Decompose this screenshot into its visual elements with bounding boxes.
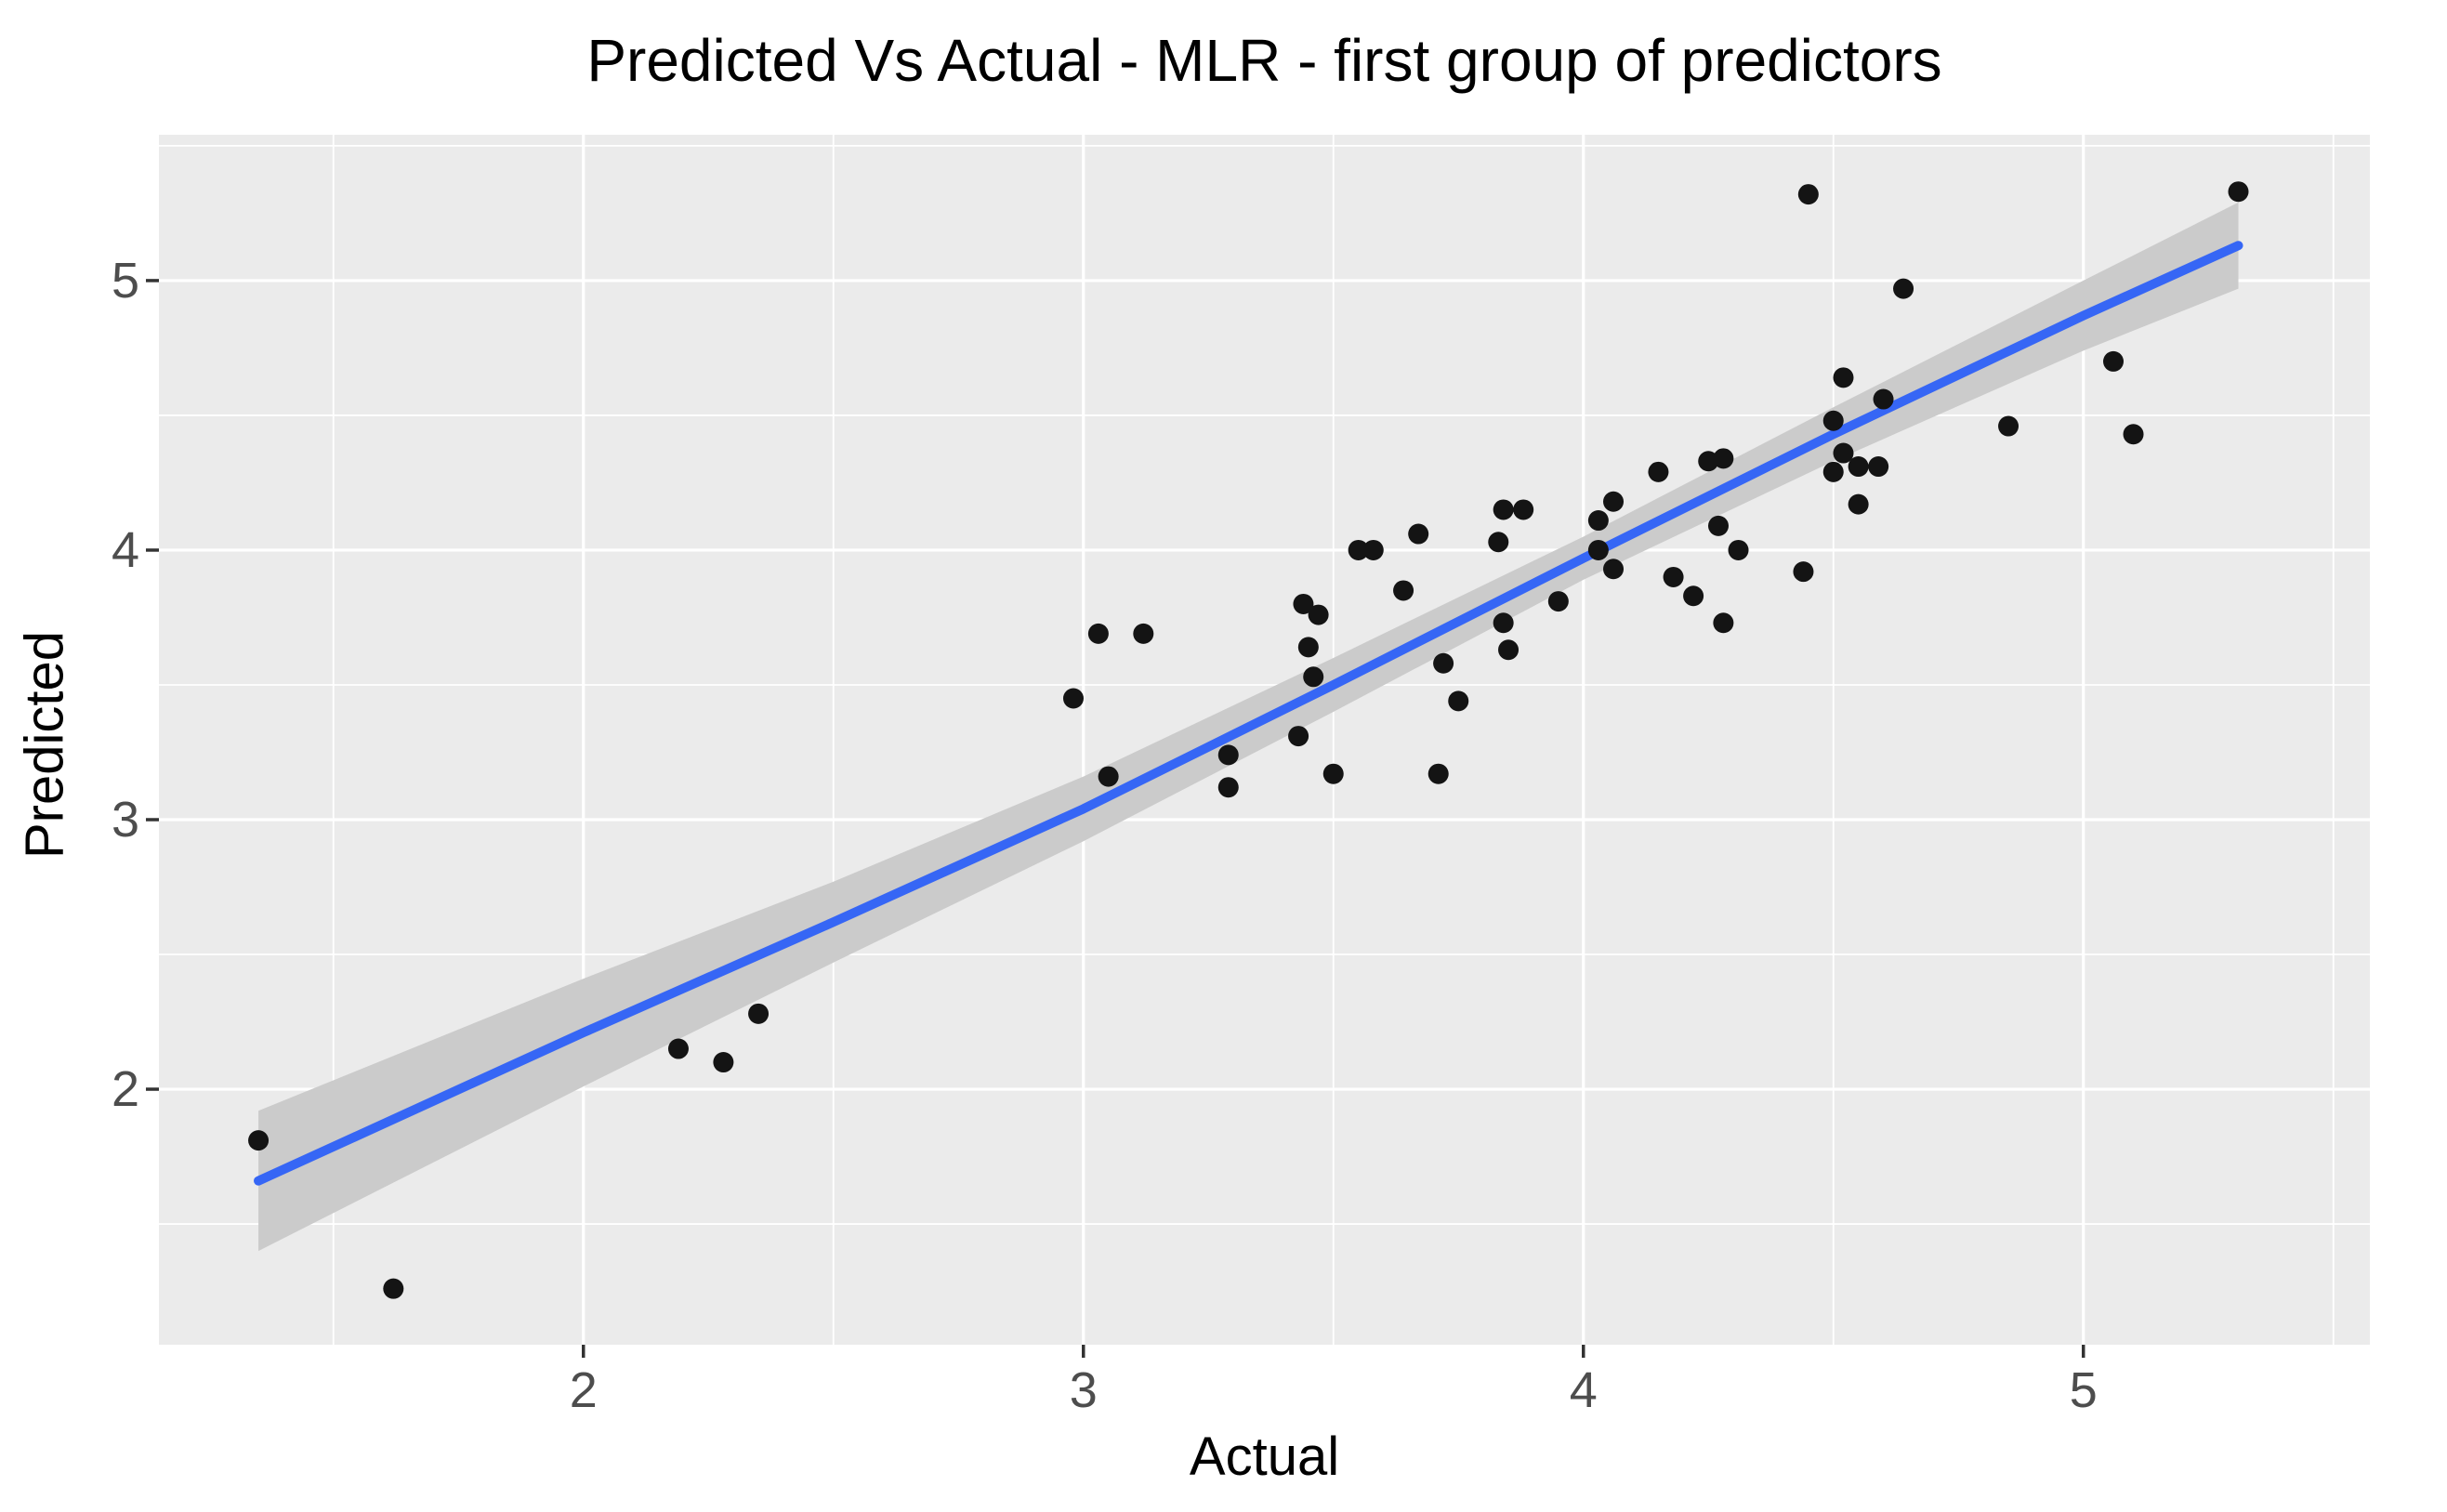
data-point (1408, 523, 1429, 545)
data-point (1822, 410, 1844, 431)
data-point (1427, 763, 1449, 784)
data-point (1493, 499, 1514, 520)
data-point (1603, 559, 1625, 580)
data-point (1217, 777, 1239, 798)
data-point (1393, 580, 1414, 601)
data-point (1797, 184, 1819, 205)
regression-line (254, 241, 2243, 1186)
data-point (1793, 561, 1814, 583)
data-point (1587, 539, 1609, 560)
x-tick-label: 5 (2069, 1362, 2098, 1418)
data-point (1293, 593, 1314, 614)
y-tick-label: 3 (111, 791, 139, 848)
x-tick-label: 3 (1069, 1362, 1098, 1418)
data-point (1848, 456, 1869, 478)
data-point (1998, 415, 2019, 437)
data-point (1362, 539, 1384, 560)
data-point (1603, 491, 1625, 512)
data-point (1893, 278, 1914, 299)
y-tick-label: 2 (111, 1061, 139, 1118)
data-point (1288, 726, 1309, 747)
data-point (1493, 612, 1514, 634)
data-point (1707, 515, 1729, 536)
data-point (748, 1003, 770, 1024)
data-point (2123, 424, 2144, 445)
data-point (1833, 442, 1854, 464)
data-point (1348, 539, 1369, 560)
data-point (1433, 652, 1454, 674)
data-point (1587, 510, 1609, 532)
data-point (1663, 566, 1684, 587)
data-point (1873, 388, 1894, 410)
data-point (1303, 666, 1324, 688)
data-point (1133, 623, 1154, 644)
data-point (1217, 744, 1239, 766)
x-axis-title: Actual (1189, 1427, 1340, 1487)
data-point (713, 1052, 734, 1073)
data-point (1868, 456, 1889, 478)
data-point (1062, 688, 1084, 709)
data-point (1498, 639, 1520, 661)
data-point (1308, 604, 1329, 625)
data-point (1728, 539, 1749, 560)
data-point (1087, 623, 1109, 644)
data-point (1547, 591, 1569, 612)
data-point (1848, 493, 1869, 515)
data-point (2228, 181, 2249, 203)
data-point (1648, 461, 1669, 482)
data-point (1448, 690, 1469, 712)
data-point (1713, 612, 1734, 634)
x-tick-label: 4 (1569, 1362, 1598, 1418)
data-point (1683, 585, 1704, 607)
data-point (667, 1038, 689, 1059)
data-point (1713, 448, 1734, 469)
data-point (1833, 367, 1854, 388)
chart-title: Predicted Vs Actual - MLR - first group … (586, 27, 1942, 94)
data-point (383, 1278, 404, 1299)
data-point (1297, 637, 1319, 658)
y-tick-label: 4 (111, 521, 139, 578)
data-point (248, 1130, 270, 1151)
data-point (1098, 766, 1119, 787)
data-point (1488, 532, 1509, 553)
x-tick-label: 2 (569, 1362, 598, 1418)
data-point (1513, 499, 1534, 520)
y-axis-title: Predicted (14, 630, 75, 860)
data-point (2103, 350, 2125, 372)
data-point (1322, 763, 1344, 784)
y-tick-label: 5 (111, 252, 139, 309)
data-point (1822, 461, 1844, 482)
